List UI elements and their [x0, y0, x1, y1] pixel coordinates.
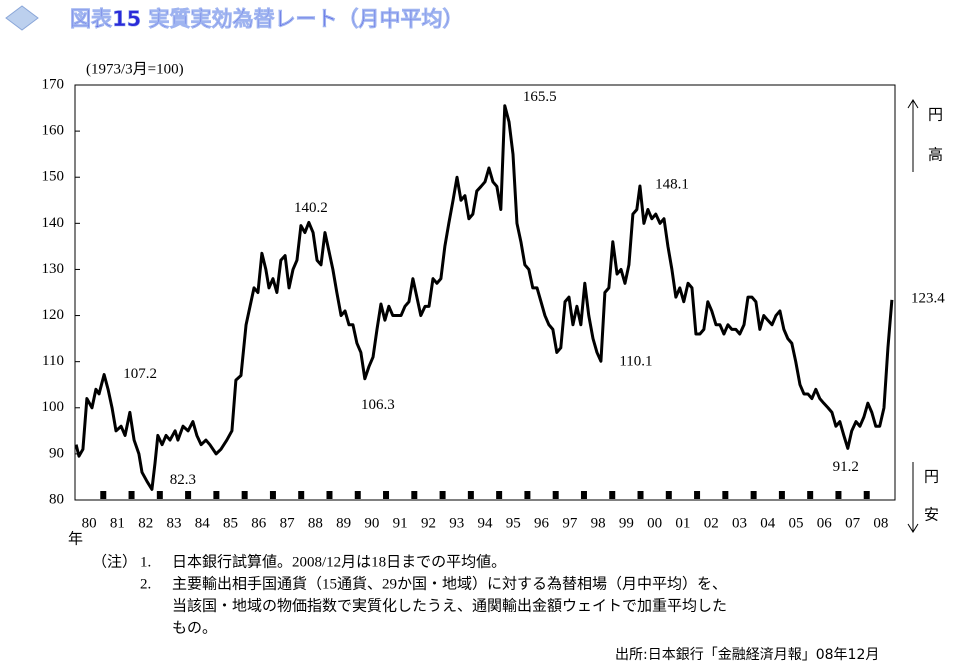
annotation: 110.1: [619, 354, 652, 370]
year-marker: [241, 491, 248, 499]
x-tick-label: 04: [760, 515, 776, 531]
x-tick-label: 98: [591, 515, 606, 531]
year-marker: [326, 491, 333, 499]
year-marker: [807, 491, 814, 499]
year-marker: [552, 491, 559, 499]
y-tick-label: 100: [42, 399, 65, 415]
year-marker: [637, 491, 644, 499]
year-marker: [128, 491, 135, 499]
year-marker: [580, 491, 587, 499]
chart-title: 図表15 実質実効為替レート（月中平均）: [70, 7, 464, 31]
year-marker: [524, 491, 531, 499]
y-tick-label: 120: [42, 307, 65, 323]
x-tick-label: 93: [449, 515, 464, 531]
x-tick-label: 03: [732, 515, 747, 531]
year-marker: [213, 491, 220, 499]
year-marker: [835, 491, 842, 499]
x-tick-label: 95: [506, 515, 521, 531]
year-marker: [694, 491, 701, 499]
year-marker: [383, 491, 390, 499]
plot-frame: [74, 84, 896, 501]
year-marker: [467, 491, 474, 499]
year-marker: [185, 491, 192, 499]
year-marker: [269, 491, 276, 499]
y-tick-label: 170: [42, 76, 65, 92]
x-tick-label: 84: [195, 515, 211, 531]
title-icon: [5, 5, 39, 31]
year-marker: [354, 491, 361, 499]
x-tick-label: 85: [223, 515, 238, 531]
annotation: 82.3: [170, 472, 196, 488]
x-tick-label: 92: [421, 515, 436, 531]
arrow-down-head: [907, 523, 919, 533]
year-marker: [439, 491, 446, 499]
year-marker: [665, 491, 672, 499]
x-tick-label: 01: [675, 515, 690, 531]
x-tick-label: 91: [393, 515, 408, 531]
note-number: 1.: [140, 554, 151, 570]
y-tick-label: 150: [42, 169, 65, 185]
x-tick-label: 83: [166, 515, 181, 531]
annotation: 148.1: [655, 176, 689, 192]
x-tick-label: 90: [364, 515, 379, 531]
x-tick-label: 87: [280, 515, 296, 531]
year-marker: [298, 491, 305, 499]
line-series: [74, 104, 894, 491]
note-text: 当該国・地域の物価指数で実質化したうえ、通関輸出金額ウェイトで加重平均した: [172, 596, 727, 614]
x-tick-label: 07: [845, 515, 861, 531]
y-tick-label: 140: [42, 215, 65, 231]
note-number: 2.: [140, 576, 151, 592]
y-axis-label: (1973/3月=100): [86, 61, 184, 77]
year-marker: [778, 491, 785, 499]
x-tick-label: 80: [82, 515, 97, 531]
x-axis-label: 年: [68, 530, 83, 547]
annotation: 165.5: [523, 89, 557, 105]
year-marker: [100, 491, 107, 499]
x-tick-label: 02: [704, 515, 719, 531]
x-tick-label: 88: [308, 515, 323, 531]
y-tick-label: 130: [42, 261, 65, 277]
annotation: 140.2: [294, 200, 328, 216]
direction-label: 安: [924, 506, 939, 523]
x-tick-label: 81: [110, 515, 125, 531]
y-tick-label: 90: [49, 445, 64, 461]
source: 出所:日本銀行「金融経済月報」08年12月: [615, 647, 879, 663]
year-marker: [496, 491, 503, 499]
year-marker: [609, 491, 616, 499]
x-tick-label: 96: [534, 515, 550, 531]
direction-label: 円: [928, 107, 943, 123]
note-text: 日本銀行試算値。2008/12月は18日までの平均値。: [172, 552, 506, 570]
year-marker: [750, 491, 757, 499]
year-marker: [411, 491, 418, 499]
direction-label: 高: [928, 146, 943, 163]
x-tick-label: 89: [336, 515, 351, 531]
annotation: 123.4: [911, 290, 945, 306]
x-tick-label: 82: [138, 515, 153, 531]
x-tick-label: 97: [562, 515, 578, 531]
x-tick-label: 05: [789, 515, 804, 531]
arrow-up-head: [907, 99, 919, 109]
annotation: 106.3: [361, 397, 395, 413]
year-marker: [156, 491, 163, 499]
year-marker: [722, 491, 729, 499]
y-tick-label: 80: [49, 491, 64, 507]
note-text: もの。: [172, 619, 217, 636]
x-tick-label: 00: [647, 515, 662, 531]
direction-label: 円: [924, 469, 939, 485]
year-marker: [863, 491, 870, 499]
x-tick-label: 06: [817, 515, 833, 531]
annotation: 91.2: [833, 459, 859, 475]
x-tick-label: 94: [478, 515, 494, 531]
x-tick-label: 99: [619, 515, 634, 531]
x-tick-label: 08: [873, 515, 888, 531]
annotation: 107.2: [123, 366, 157, 382]
note-text: 主要輸出相手国通貨（15通貨、29か国・地域）に対する為替相場（月中平均）を、: [172, 575, 727, 592]
x-tick-label: 86: [251, 515, 267, 531]
y-tick-label: 160: [42, 123, 65, 139]
notes-label: （注）: [92, 553, 137, 570]
y-tick-label: 110: [42, 353, 64, 369]
